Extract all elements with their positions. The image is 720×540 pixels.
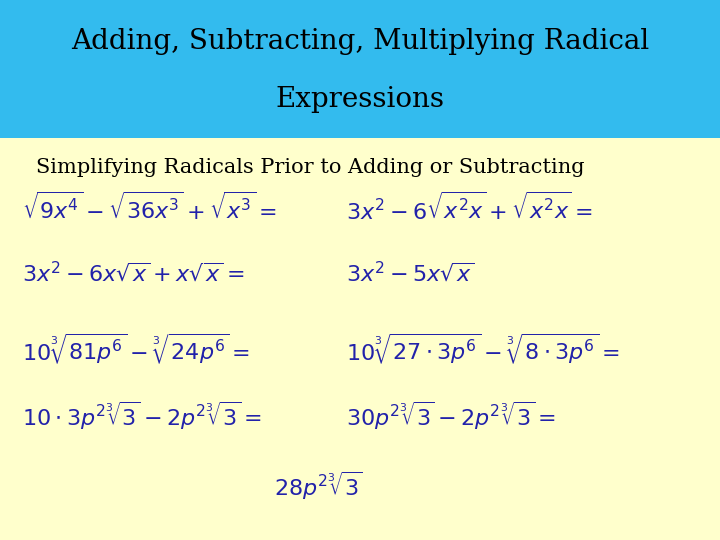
- Text: $28p^2\sqrt[3]{3}$: $28p^2\sqrt[3]{3}$: [274, 470, 363, 502]
- Text: Simplifying Radicals Prior to Adding or Subtracting: Simplifying Radicals Prior to Adding or …: [36, 158, 585, 177]
- Text: $10\sqrt[3]{27 \cdot 3p^6} - \sqrt[3]{8 \cdot 3p^6} = $: $10\sqrt[3]{27 \cdot 3p^6} - \sqrt[3]{8 …: [346, 331, 619, 366]
- Text: Adding, Subtracting, Multiplying Radical: Adding, Subtracting, Multiplying Radical: [71, 28, 649, 55]
- Text: $10\sqrt[3]{81p^6} - \sqrt[3]{24p^6} = $: $10\sqrt[3]{81p^6} - \sqrt[3]{24p^6} = $: [22, 331, 250, 366]
- Text: Expressions: Expressions: [276, 86, 444, 113]
- Text: $3x^2 - 6\sqrt{x^2 x} + \sqrt{x^2 x} = $: $3x^2 - 6\sqrt{x^2 x} + \sqrt{x^2 x} = $: [346, 192, 592, 224]
- Text: $10 \cdot 3p^2 \sqrt[3]{3} - 2p^2\sqrt[3]{3} = $: $10 \cdot 3p^2 \sqrt[3]{3} - 2p^2\sqrt[3…: [22, 400, 261, 432]
- Text: $3x^2 - 6x\sqrt{x} + x\sqrt{x} = $: $3x^2 - 6x\sqrt{x} + x\sqrt{x} = $: [22, 260, 244, 285]
- FancyBboxPatch shape: [0, 138, 720, 540]
- FancyBboxPatch shape: [0, 0, 720, 138]
- Text: $\sqrt{9x^4} - \sqrt{36x^3} + \sqrt{x^3} = $: $\sqrt{9x^4} - \sqrt{36x^3} + \sqrt{x^3}…: [22, 192, 276, 224]
- Text: $3x^2 - 5x\sqrt{x}$: $3x^2 - 5x\sqrt{x}$: [346, 260, 474, 285]
- Text: $30p^2\sqrt[3]{3} - 2p^2\sqrt[3]{3} = $: $30p^2\sqrt[3]{3} - 2p^2\sqrt[3]{3} = $: [346, 400, 555, 432]
